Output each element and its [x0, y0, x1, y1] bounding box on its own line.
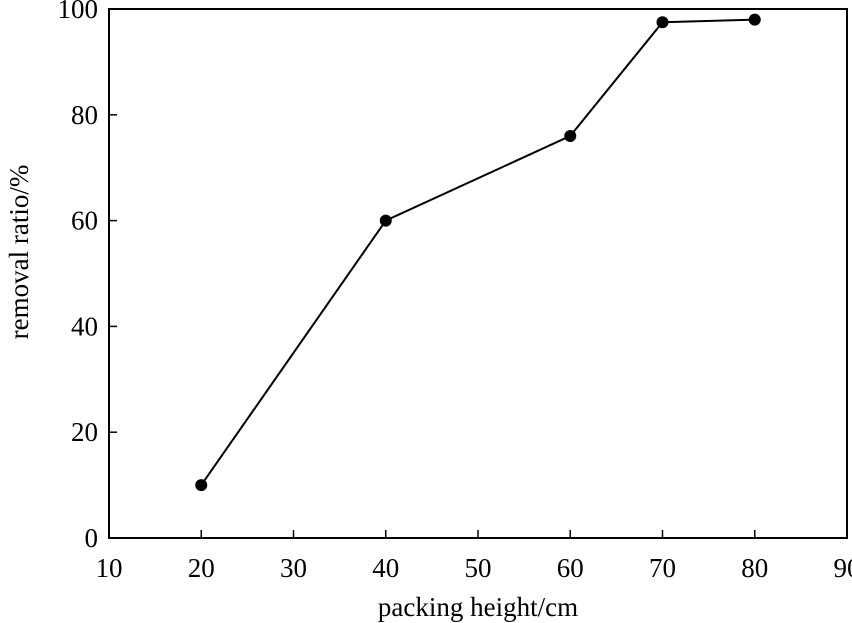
y-tick-label: 100	[58, 0, 99, 24]
series-line	[200, 18, 755, 486]
y-axis-title: removal ratio/%	[4, 165, 34, 340]
y-tick-label: 20	[71, 417, 98, 447]
y-tick-label: 40	[71, 311, 98, 341]
x-tick-label: 20	[188, 553, 215, 583]
series-layer	[195, 13, 761, 492]
x-tick-label: 80	[741, 553, 768, 583]
x-tick-label: 50	[465, 553, 492, 583]
data-point	[564, 129, 577, 142]
x-tick-label: 30	[280, 553, 307, 583]
x-tick-label: 40	[372, 553, 399, 583]
data-point	[379, 214, 392, 227]
y-tick-label: 60	[71, 206, 98, 236]
data-point	[748, 13, 761, 26]
x-axis-ticks: 10 20 30 40 50 60 70 80 90	[96, 530, 852, 583]
x-tick-label: 70	[649, 553, 676, 583]
y-axis-ticks: 0 20 40 60 80 100	[58, 0, 117, 553]
x-tick-label: 90	[834, 553, 852, 583]
data-point	[195, 479, 208, 492]
data-point	[656, 16, 669, 29]
x-tick-label: 10	[96, 553, 123, 583]
y-tick-label: 0	[85, 523, 99, 553]
x-tick-label: 60	[557, 553, 584, 583]
y-tick-label: 80	[71, 100, 98, 130]
x-axis-title: packing height/cm	[378, 592, 578, 622]
